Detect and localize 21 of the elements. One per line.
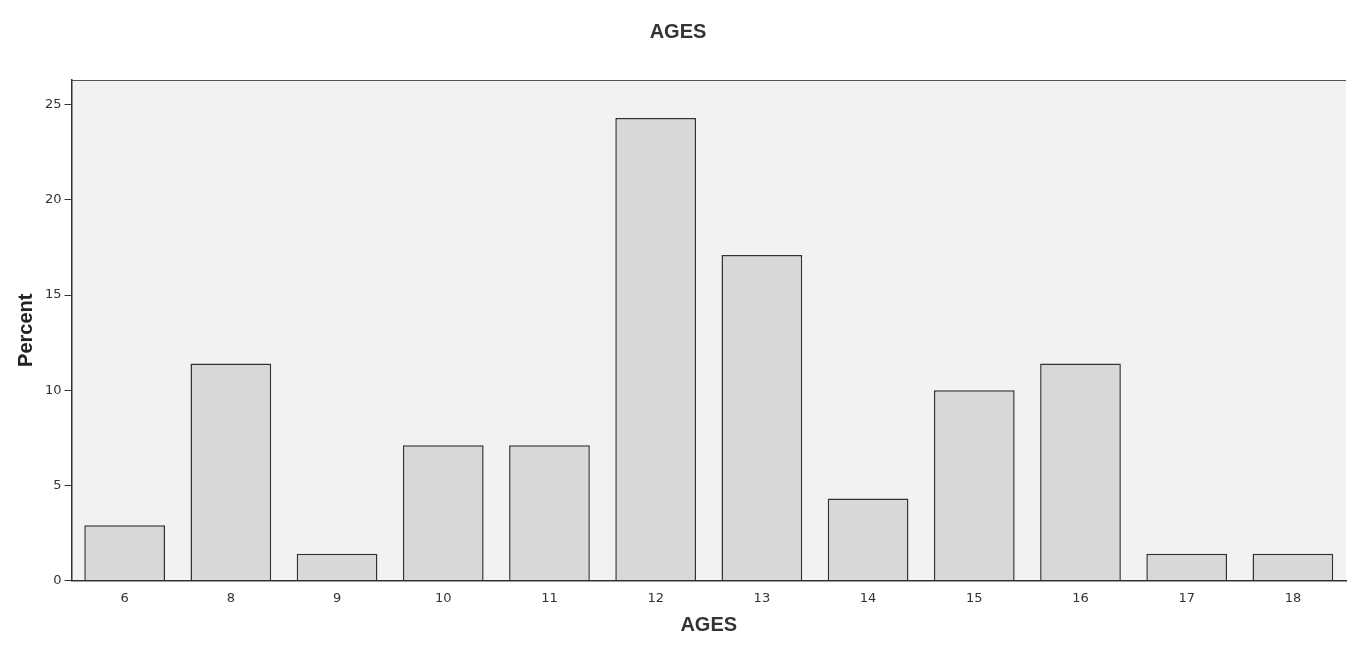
- x-tick-label: 10: [434, 589, 452, 605]
- x-tick-label: 8: [226, 589, 235, 605]
- x-tick-label: 9: [332, 589, 342, 605]
- y-tick-label: 15: [45, 286, 62, 302]
- x-tick-label: 18: [1284, 589, 1302, 605]
- x-tick-label: 15: [966, 589, 983, 605]
- y-tick-label: 20: [45, 191, 62, 207]
- x-tick-label: 13: [753, 589, 771, 605]
- x-tick-label: 14: [859, 589, 877, 605]
- x-axis-title: AGES: [680, 612, 738, 635]
- y-tick-label: 0: [53, 571, 62, 587]
- y-tick-label: 25: [45, 96, 62, 112]
- x-tick-label: 16: [1072, 589, 1089, 605]
- x-tick-label: 17: [1178, 589, 1195, 605]
- y-tick-label: 10: [45, 381, 62, 397]
- x-tick-label: 12: [647, 589, 664, 605]
- chart-title: AGES: [649, 19, 707, 42]
- y-axis-title: Percent: [13, 293, 36, 367]
- x-tick-label: 6: [120, 589, 129, 605]
- x-tick-label: 11: [541, 589, 558, 605]
- y-tick-label: 5: [53, 476, 62, 492]
